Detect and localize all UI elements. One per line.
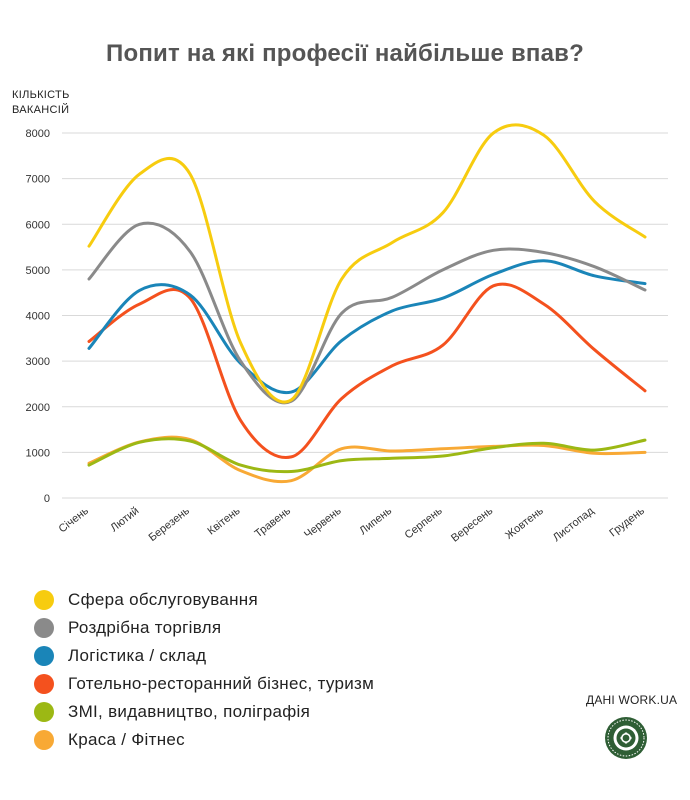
legend-swatch — [34, 590, 54, 610]
y-tick-label: 0 — [44, 493, 50, 505]
x-tick-label: Липень — [357, 505, 394, 538]
x-tick-label: Квітень — [206, 505, 243, 538]
legend-item: Роздрібна торгівля — [34, 614, 374, 642]
legend-item: Краса / Фітнес — [34, 726, 374, 754]
legend-label: Краса / Фітнес — [68, 730, 185, 749]
y-axis-label-line-1: КІЛЬКІСТЬ — [12, 89, 70, 101]
line-chart: 0 1000 2000 3000 4000 5000 6000 7000 8000 Січень… — [26, 123, 668, 545]
series-line — [87, 221, 647, 405]
y-tick-label: 7000 — [26, 174, 50, 186]
x-tick-label: Травень — [253, 505, 294, 540]
legend-item: Логістика / склад — [34, 642, 374, 670]
y-tick-label: 4000 — [26, 311, 50, 323]
y-tick-label: 1000 — [26, 447, 50, 459]
x-tick-label: Вересень — [449, 505, 495, 545]
x-tick-label: Листопад — [551, 505, 597, 545]
series-line — [87, 123, 647, 404]
y-tick-label: 8000 — [26, 128, 50, 140]
x-tick-label: Червень — [302, 505, 344, 541]
x-tick-label: Березень — [147, 505, 193, 544]
legend-swatch — [34, 702, 54, 722]
legend-item: Сфера обслуговування — [34, 586, 374, 614]
x-tick-label: Лютий — [108, 505, 141, 535]
series-line — [87, 437, 647, 474]
y-tick-label: 3000 — [26, 356, 50, 368]
legend-swatch — [34, 618, 54, 638]
y-axis-label: КІЛЬКІСТЬ ВАКАНСІЙ — [12, 88, 92, 118]
y-tick-label: 2000 — [26, 402, 50, 414]
legend-item: ЗМІ, видавництво, поліграфія — [34, 698, 374, 726]
y-tick-labels: 0 1000 2000 3000 4000 5000 6000 7000 8000 — [26, 128, 50, 505]
grid-lines — [62, 132, 668, 499]
chart-title: Попит на які професії найбільше впав? — [106, 40, 584, 67]
legend-item: Готельно-ресторанний бізнес, туризм — [34, 670, 374, 698]
series-line — [87, 282, 647, 459]
x-tick-label: Серпень — [403, 505, 445, 542]
legend-swatch — [34, 674, 54, 694]
series-lines — [87, 123, 647, 484]
legend-swatch — [34, 646, 54, 666]
y-tick-label: 6000 — [26, 219, 50, 231]
legend: Сфера обслуговування Роздрібна торгівля Ло… — [34, 586, 374, 754]
y-axis-label-line-2: ВАКАНСІЙ — [12, 104, 70, 116]
x-tick-label: Січень — [57, 505, 91, 536]
x-tick-label: Жовтень — [503, 505, 546, 542]
series-line — [87, 259, 647, 395]
legend-swatch — [34, 730, 54, 750]
source-label: ДАНІ WORK.UA — [586, 693, 678, 707]
x-tick-label: Грудень — [607, 505, 647, 540]
legend-label: ЗМІ, видавництво, поліграфія — [68, 702, 311, 721]
work-ua-logo — [605, 717, 647, 759]
legend-label: Сфера обслуговування — [68, 590, 258, 609]
legend-label: Логістика / склад — [68, 646, 207, 665]
y-tick-label: 5000 — [26, 265, 50, 277]
legend-label: Готельно-ресторанний бізнес, туризм — [68, 674, 375, 693]
legend-label: Роздрібна торгівля — [68, 618, 222, 637]
x-tick-labels: Січень Лютий Березень Квітень Травень Червень… — [57, 505, 647, 545]
